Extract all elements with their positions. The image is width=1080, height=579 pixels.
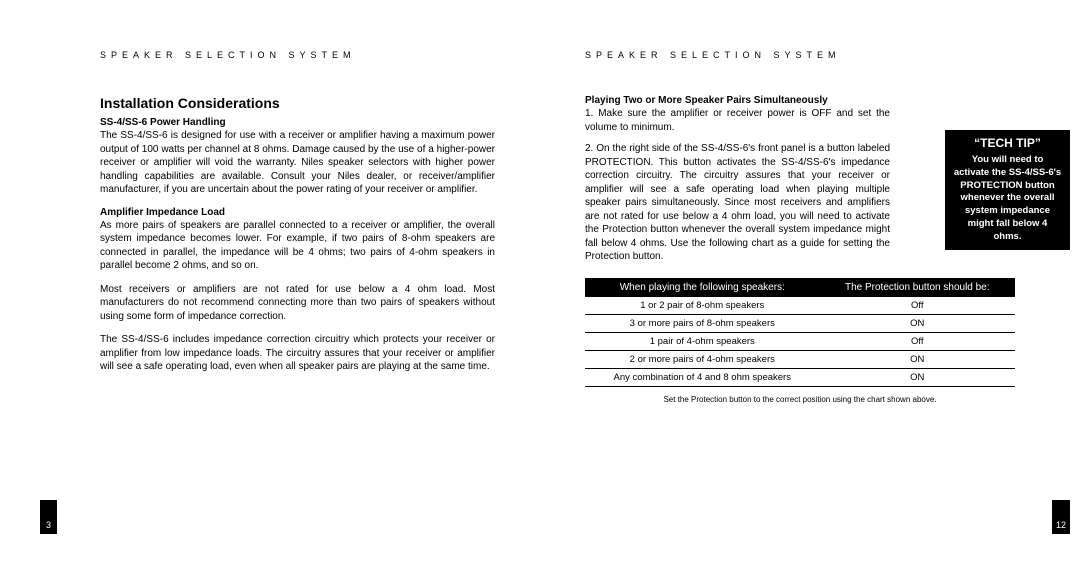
table-cell: 1 pair of 4-ohm speakers [585,332,820,350]
subsection-impedance-title: Amplifier Impedance Load [100,207,495,218]
page-number-left: 3 [40,500,57,534]
subsection-impedance-text-c: The SS-4/SS-6 includes impedance correct… [100,333,495,374]
tech-tip-box: “TECH TIP” You will need to activate the… [945,130,1070,250]
table-row: 1 pair of 4-ohm speakers Off [585,332,1015,350]
table-header-left: When playing the following speakers: [585,278,820,297]
table-cell: ON [820,314,1015,332]
table-row: 2 or more pairs of 4-ohm speakers ON [585,350,1015,368]
step1-text: 1. Make sure the amplifier or receiver p… [585,107,890,134]
table-cell: ON [820,350,1015,368]
table-cell: 3 or more pairs of 8-ohm speakers [585,314,820,332]
table-cell: Off [820,297,1015,315]
table-cell: Off [820,332,1015,350]
step2-text: 2. On the right side of the SS-4/SS-6's … [585,142,890,264]
table-row: Any combination of 4 and 8 ohm speakers … [585,368,1015,386]
protection-table: When playing the following speakers: The… [585,278,1015,387]
table-row: 1 or 2 pair of 8-ohm speakers Off [585,297,1015,315]
right-section-title: Playing Two or More Speaker Pairs Simult… [585,95,890,106]
page-number-right: 12 [1052,500,1070,534]
header-right: SPEAKER SELECTION SYSTEM [585,50,1030,60]
table-cell: 1 or 2 pair of 8-ohm speakers [585,297,820,315]
subsection-impedance-text-b: Most receivers or amplifiers are not rat… [100,283,495,324]
subsection-power-text: The SS-4/SS-6 is designed for use with a… [100,129,495,197]
section-title: Installation Considerations [100,95,495,111]
tech-tip-title: “TECH TIP” [953,136,1062,150]
table-cell: 2 or more pairs of 4-ohm speakers [585,350,820,368]
subsection-impedance-text-a: As more pairs of speakers are parallel c… [100,219,495,273]
table-cell: ON [820,368,1015,386]
table-header-right: The Protection button should be: [820,278,1015,297]
table-cell: Any combination of 4 and 8 ohm speakers [585,368,820,386]
table-row: 3 or more pairs of 8-ohm speakers ON [585,314,1015,332]
right-page: SPEAKER SELECTION SYSTEM Playing Two or … [565,50,1040,539]
header-left: SPEAKER SELECTION SYSTEM [100,50,545,60]
table-header-row: When playing the following speakers: The… [585,278,1015,297]
table-caption: Set the Protection button to the correct… [585,395,1015,404]
left-page: SPEAKER SELECTION SYSTEM Installation Co… [40,50,565,539]
left-content: Installation Considerations SS-4/SS-6 Po… [100,95,545,374]
page-container: SPEAKER SELECTION SYSTEM Installation Co… [0,0,1080,579]
subsection-power-title: SS-4/SS-6 Power Handling [100,117,495,128]
tech-tip-text: You will need to activate the SS-4/SS-6'… [953,154,1062,244]
